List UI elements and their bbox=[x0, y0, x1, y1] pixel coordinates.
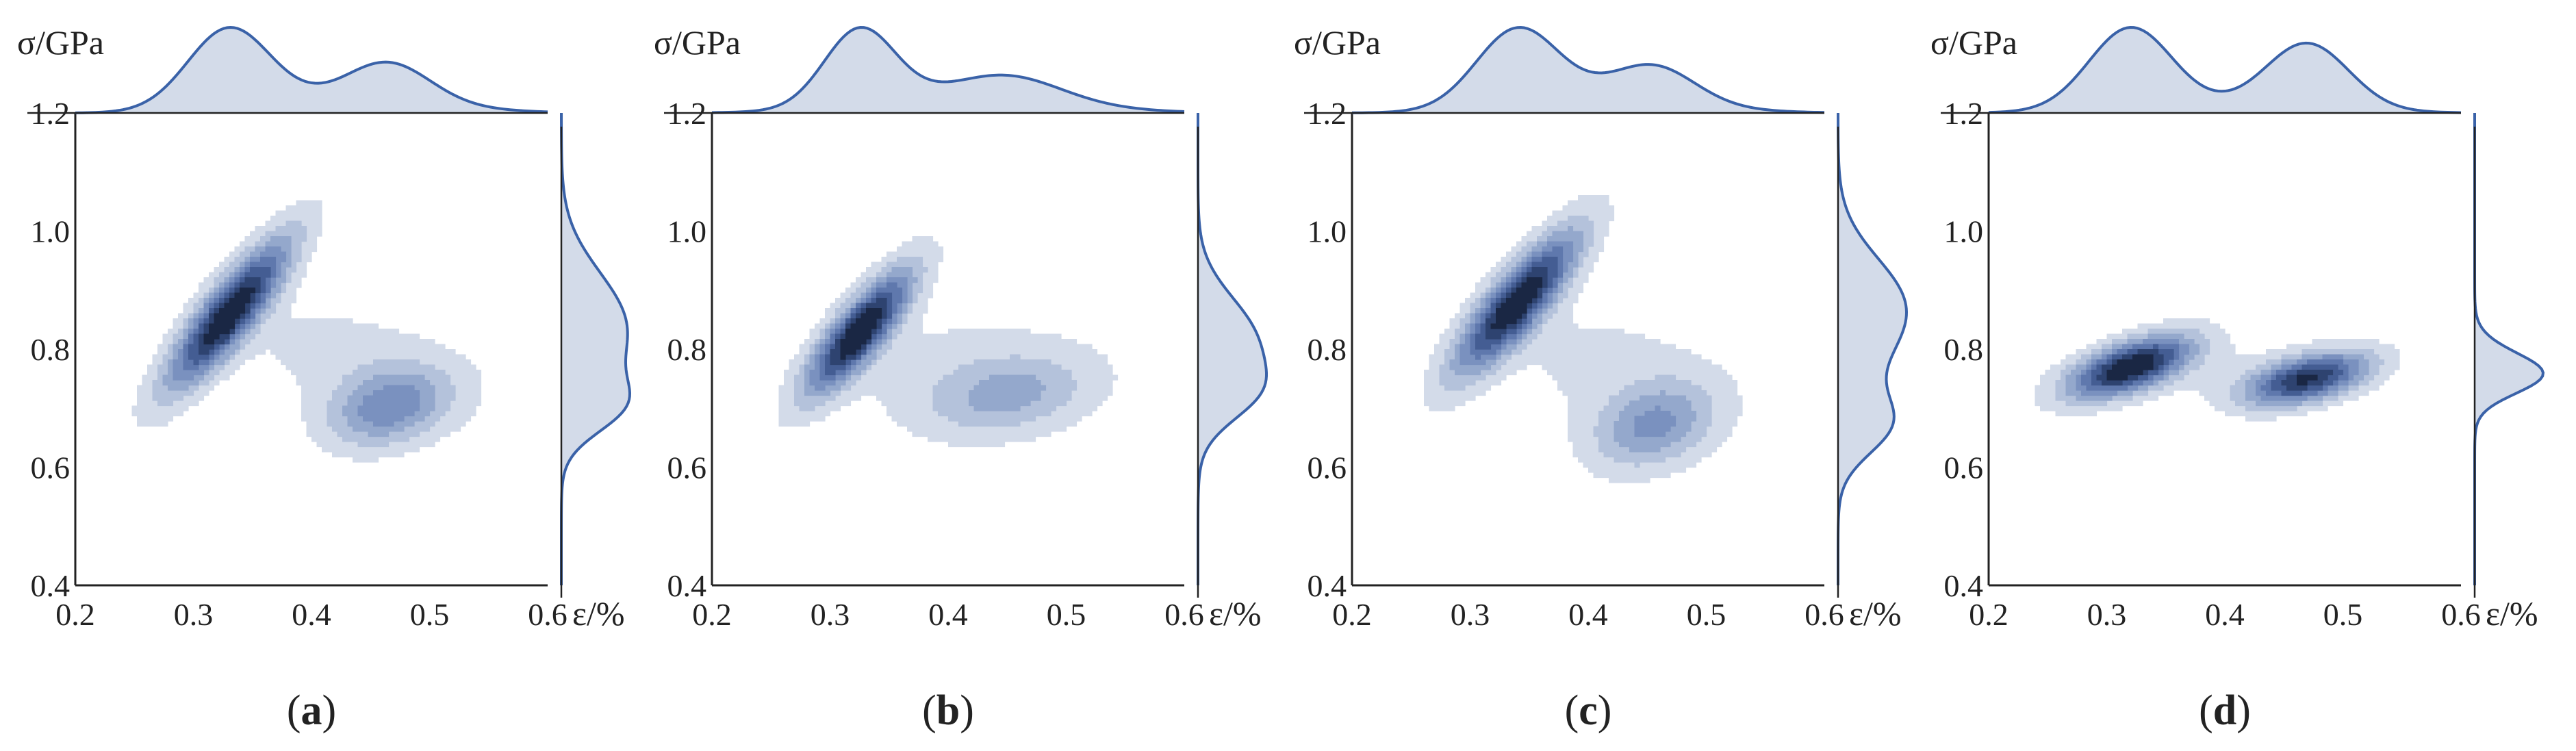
x-axis-label: ε/% bbox=[572, 594, 625, 633]
x-axis-label: ε/% bbox=[2486, 594, 2538, 633]
y-axis-label: σ/GPa bbox=[1930, 23, 2017, 62]
y-tick-label: 0.4 bbox=[667, 568, 707, 603]
x-tick-label: 0.6 bbox=[2441, 597, 2481, 632]
y-tick-label: 0.4 bbox=[31, 568, 71, 603]
x-tick-label: 0.6 bbox=[528, 597, 568, 632]
top-marginal-density bbox=[1941, 25, 2462, 114]
y-tick-label: 0.8 bbox=[1308, 332, 1347, 367]
contour-level-7 bbox=[2096, 349, 2334, 391]
y-tick-label: 0.8 bbox=[1944, 332, 1984, 367]
y-axis-label: σ/GPa bbox=[17, 23, 104, 62]
y-tick-label: 0.6 bbox=[667, 450, 707, 485]
x-tick-label: 0.2 bbox=[55, 597, 95, 632]
x-tick-label: 0.3 bbox=[811, 597, 850, 632]
panel-c: 0.2 0.3 0.4 0.5 0.60.40.60.81.01.2σ/GPaε/%(c… bbox=[1294, 23, 1909, 734]
y-tick-label: 1.0 bbox=[1308, 214, 1347, 249]
panel-caption: (d) bbox=[2199, 687, 2251, 734]
x-tick-label: 0.3 bbox=[174, 597, 214, 632]
right-marginal-density bbox=[1837, 112, 1909, 598]
y-tick-label: 0.4 bbox=[1308, 568, 1347, 603]
top-marginal-density bbox=[664, 25, 1185, 114]
x-axis-label: ε/% bbox=[1849, 594, 1902, 633]
x-tick-label: 0.2 bbox=[692, 597, 732, 632]
x-tick-label: 0.5 bbox=[2323, 597, 2363, 632]
density-contours bbox=[1424, 195, 1743, 483]
x-tick-label: 0.3 bbox=[1451, 597, 1490, 632]
panel-d: 0.2 0.3 0.4 0.5 0.60.40.60.81.01.2σ/GPaε/%(d… bbox=[1930, 23, 2545, 734]
x-tick-label: 0.4 bbox=[928, 597, 968, 632]
panel-a: 0.2 0.3 0.4 0.5 0.60.40.60.81.01.2σ/GPaε/%(a… bbox=[17, 23, 632, 734]
y-axis-label: σ/GPa bbox=[654, 23, 741, 62]
x-tick-label: 0.6 bbox=[1805, 597, 1844, 632]
x-tick-label: 0.4 bbox=[292, 597, 331, 632]
top-marginal-density bbox=[1304, 25, 1825, 114]
x-tick-label: 0.5 bbox=[1687, 597, 1726, 632]
y-tick-label: 1.0 bbox=[1944, 214, 1984, 249]
right-marginal-density bbox=[560, 113, 632, 598]
density-contours bbox=[131, 200, 482, 463]
y-tick-label: 1.0 bbox=[31, 214, 71, 249]
y-tick-label: 0.4 bbox=[1944, 568, 1984, 603]
right-marginal-density bbox=[2473, 113, 2545, 598]
x-tick-label: 0.5 bbox=[1047, 597, 1086, 632]
x-tick-label: 0.5 bbox=[410, 597, 450, 632]
contour-level-8 bbox=[1490, 277, 1543, 329]
panel-caption: (b) bbox=[922, 687, 974, 734]
contour-level-8 bbox=[203, 288, 256, 345]
right-marginal-density bbox=[1197, 113, 1268, 598]
x-tick-label: 0.2 bbox=[1969, 597, 2008, 632]
y-tick-label: 0.6 bbox=[31, 450, 71, 485]
x-tick-label: 0.4 bbox=[2205, 597, 2245, 632]
contour-level-8 bbox=[840, 308, 882, 360]
y-tick-label: 0.8 bbox=[667, 332, 707, 367]
x-tick-label: 0.4 bbox=[1568, 597, 1608, 632]
density-contours bbox=[2035, 318, 2400, 422]
x-tick-label: 0.2 bbox=[1332, 597, 1372, 632]
y-tick-label: 0.6 bbox=[1308, 450, 1347, 485]
y-tick-label: 0.8 bbox=[31, 332, 71, 367]
panel-b: 0.2 0.3 0.4 0.5 0.60.40.60.81.01.2σ/GPaε/%(b… bbox=[654, 23, 1268, 734]
y-tick-label: 1.0 bbox=[667, 214, 707, 249]
panel-caption: (c) bbox=[1565, 687, 1612, 734]
density-contours bbox=[778, 236, 1119, 448]
x-axis-label: ε/% bbox=[1209, 594, 1262, 633]
x-tick-label: 0.6 bbox=[1164, 597, 1204, 632]
contour-level-8 bbox=[2106, 354, 2318, 386]
x-tick-label: 0.3 bbox=[2087, 597, 2127, 632]
top-marginal-density bbox=[27, 25, 548, 114]
y-tick-label: 0.6 bbox=[1944, 450, 1984, 485]
y-axis-label: σ/GPa bbox=[1294, 23, 1381, 62]
panel-caption: (a) bbox=[287, 687, 336, 734]
